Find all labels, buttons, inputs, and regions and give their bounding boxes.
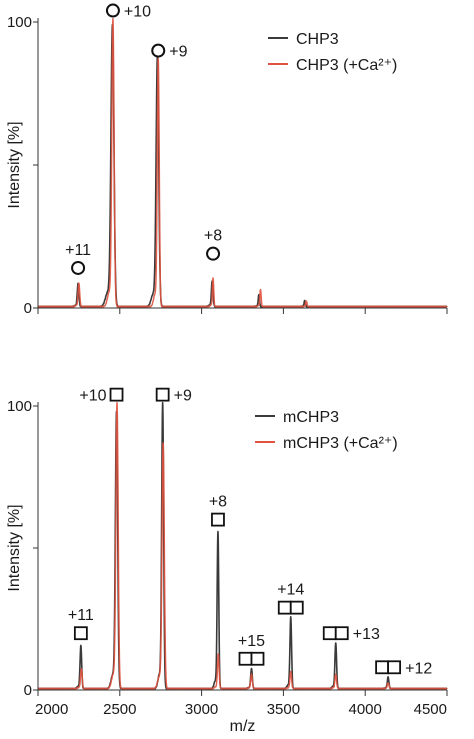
charge-state-circle-marker [206, 246, 221, 261]
charge-state-label: +10 [79, 388, 106, 405]
charge-state-square-marker [322, 626, 337, 641]
charge-state-square-marker [289, 600, 304, 615]
x-tick-label: 2000 [35, 701, 68, 718]
charge-state-square-marker [250, 651, 265, 666]
series-line-2 [37, 17, 448, 308]
charge-state-label: +11 [65, 242, 91, 259]
charge-state-label: +11 [68, 607, 94, 624]
charge-state-square-marker [155, 387, 170, 402]
charge-state-label: +14 [277, 582, 304, 599]
charge-state-square-marker [334, 626, 349, 641]
x-tick-label: 3000 [185, 701, 218, 718]
top-spectrum-panel: 0 100 Intensity [%] CHP3 CHP3 (+Ca²⁺) +11 +10 +… [6, 3, 448, 317]
charge-state-square-marker [109, 387, 124, 402]
charge-state-label: +8 [209, 494, 227, 511]
charge-state-square-marker [387, 660, 402, 675]
x-tick-label: 4000 [349, 701, 382, 718]
charge-state-square-marker [375, 660, 390, 675]
charge-state-square-marker [73, 626, 88, 641]
charge-state-circle-marker [105, 3, 120, 18]
bottom-spectrum-panel: 0 100 2000 2500 3000 3500 4000 4500 Intensity [%… [6, 387, 448, 735]
charge-state-label: +9 [174, 388, 192, 405]
legend-label-1: CHP3 [296, 31, 339, 48]
x-tick-label: 2500 [103, 701, 136, 718]
y-axis-label: Intensity [%] [6, 504, 23, 591]
charge-state-label: +13 [353, 626, 380, 643]
charge-state-square-marker [211, 512, 225, 527]
y-tick-label: 0 [24, 300, 32, 317]
charge-state-square-marker [238, 651, 253, 666]
charge-state-square-marker [277, 600, 292, 615]
charge-state-circle-marker [151, 43, 166, 58]
charge-state-label: +12 [405, 660, 432, 677]
y-tick-label: 100 [7, 14, 32, 31]
x-tick-label: 3500 [267, 701, 300, 718]
legend-label-2: CHP3 (+Ca²⁺) [296, 57, 397, 74]
legend-label-1: mCHP3 [283, 409, 339, 426]
x-axis-label: m/z [230, 718, 256, 735]
legend-label-2: mCHP3 (+Ca²⁺) [283, 435, 398, 452]
charge-state-label: +15 [238, 633, 265, 650]
y-tick-label: 0 [24, 682, 32, 699]
charge-state-label: +9 [169, 44, 187, 61]
y-axis-label: Intensity [%] [6, 121, 23, 208]
charge-state-label: +10 [124, 4, 151, 21]
charge-state-label: +8 [204, 228, 222, 245]
charge-state-circle-marker [71, 260, 86, 275]
y-tick-label: 100 [7, 398, 32, 415]
series-line-2 [37, 401, 448, 690]
x-tick-label: 4500 [414, 701, 447, 718]
